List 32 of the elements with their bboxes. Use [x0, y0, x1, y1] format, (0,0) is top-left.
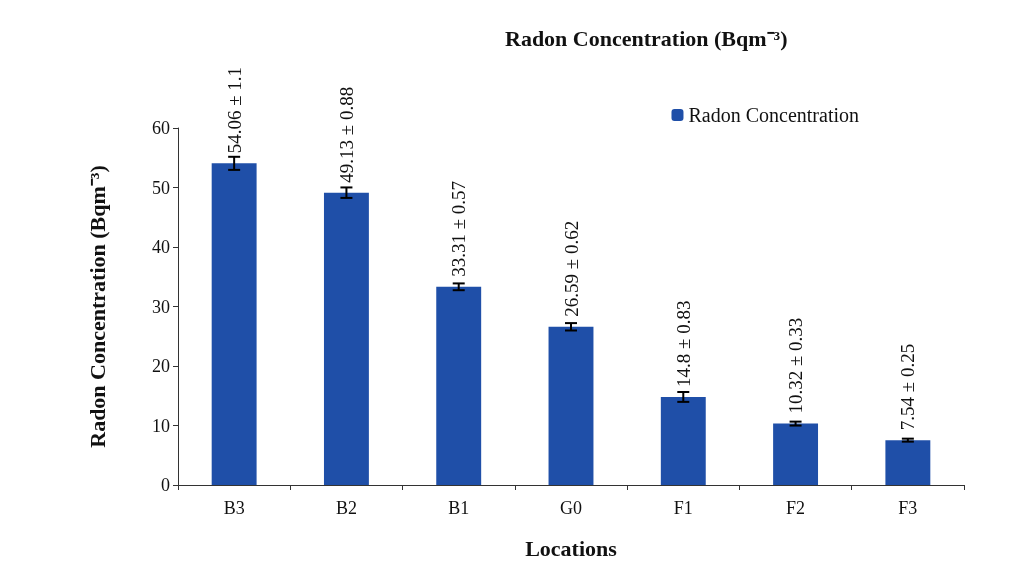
x-axis-title: Locations — [525, 535, 618, 561]
x-tick-label: F2 — [786, 498, 806, 518]
y-tick-label: 30 — [152, 296, 170, 317]
x-tick-label: B2 — [335, 498, 357, 518]
data-label: 7.54 ± 0.25 — [897, 343, 919, 431]
chart-title: Radon Concentration (Bqm⁻³) — [505, 25, 788, 51]
y-tick-label: 50 — [152, 177, 170, 198]
bar — [773, 423, 819, 485]
data-label: 49.13 ± 0.88 — [335, 86, 357, 183]
y-tick-label: 40 — [152, 237, 170, 257]
y-axis-title: Radon Concentration (Bqm⁻³) — [84, 165, 110, 448]
y-tick-label: 0 — [161, 475, 170, 495]
x-tick-label: F1 — [673, 498, 693, 518]
bar — [885, 440, 931, 485]
data-label: 26.59 ± 0.62 — [560, 220, 582, 317]
y-tick-label: 10 — [152, 415, 170, 436]
x-tick-label: B1 — [448, 498, 470, 518]
data-label: 54.06 ± 1.1 — [223, 66, 245, 154]
x-tick-label: G0 — [560, 498, 582, 518]
legend-label: Radon Concentration — [688, 104, 860, 126]
x-tick-label: F3 — [898, 498, 918, 518]
y-tick-label: 60 — [152, 118, 170, 138]
data-label: 10.32 ± 0.33 — [785, 317, 807, 414]
bar — [660, 396, 706, 485]
x-tick-label: B3 — [223, 498, 245, 518]
bar — [548, 326, 594, 485]
bar — [211, 163, 257, 485]
y-tick-label: 20 — [152, 356, 170, 376]
data-label: 14.8 ± 0.83 — [672, 300, 694, 387]
bar — [436, 286, 482, 485]
bar — [323, 192, 369, 485]
data-label: 33.31 ± 0.57 — [448, 180, 470, 277]
